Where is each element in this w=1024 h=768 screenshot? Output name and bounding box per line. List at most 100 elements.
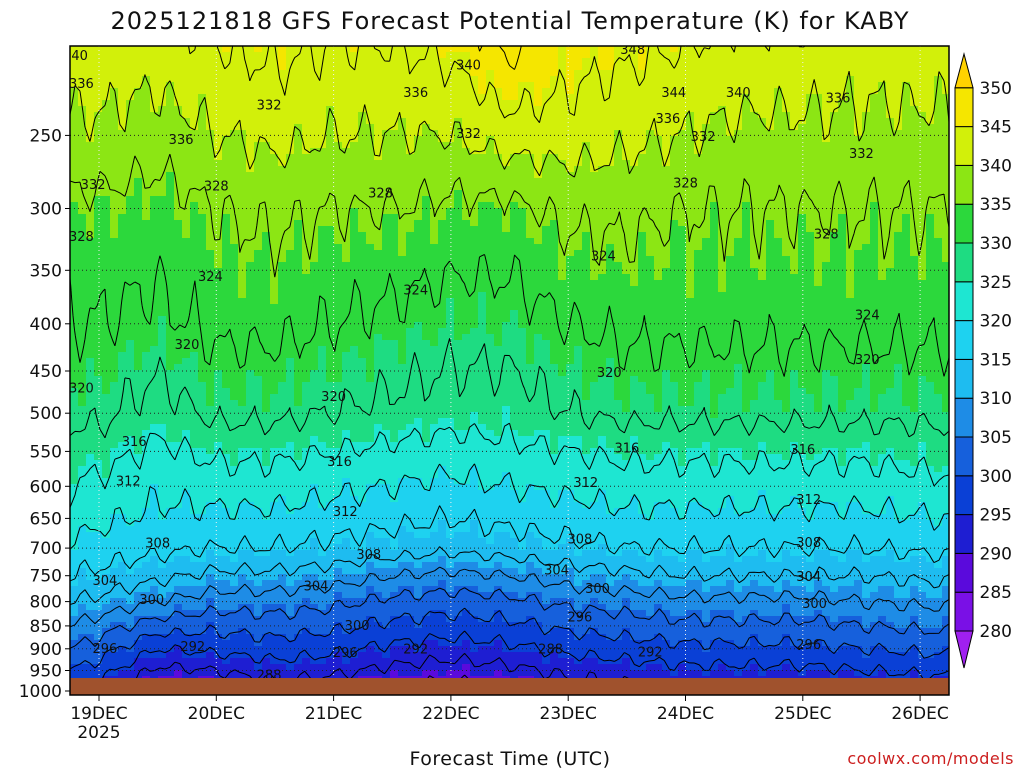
field-cell [166,226,175,233]
field-cell [750,292,759,299]
field-cell [510,226,519,233]
field-cell [814,286,823,293]
field-cell [126,136,135,143]
field-cell [478,124,487,131]
field-cell [166,178,175,185]
field-cell [926,130,935,137]
field-cell [534,202,543,209]
field-cell [422,118,431,125]
field-cell [918,94,927,101]
field-cell [150,244,159,251]
field-cell [678,286,687,293]
field-cell [222,196,231,203]
field-cell [190,148,199,155]
field-cell [942,226,949,233]
field-cell [534,142,543,149]
field-cell [934,130,943,137]
field-cell [430,226,439,233]
field-cell [710,160,719,167]
field-cell [486,232,495,239]
field-cell [798,250,807,257]
field-cell [558,274,567,281]
field-cell [902,88,911,95]
field-cell [590,244,599,251]
field-cell [830,178,839,185]
field-cell [534,100,543,107]
field-cell [382,310,391,317]
field-cell [406,142,415,149]
field-cell [750,178,759,185]
field-cell [886,184,895,191]
field-cell [694,310,703,317]
field-cell [366,130,375,137]
field-cell [462,82,471,89]
field-cell [590,208,599,215]
field-cell [726,88,735,95]
field-cell [254,232,263,239]
field-cell [502,238,511,245]
field-cell [438,82,447,89]
field-cell [566,88,575,95]
field-cell [606,238,615,245]
field-cell [910,244,919,251]
field-cell [774,70,783,77]
field-cell [798,118,807,125]
field-cell [854,298,863,305]
field-cell [366,88,375,95]
field-cell [278,190,287,197]
field-cell [598,190,607,197]
field-cell [934,58,943,65]
field-cell [446,64,455,71]
field-cell [766,70,775,77]
field-cell [710,292,719,299]
field-cell [294,232,303,239]
field-cell [334,64,343,71]
field-cell [902,304,911,311]
field-cell [526,310,535,317]
field-cell [862,52,871,59]
field-cell [150,202,159,209]
field-cell [190,202,199,209]
field-cell [718,190,727,197]
field-cell [574,244,583,251]
field-cell [358,280,367,287]
field-cell [630,190,639,197]
field-cell [742,124,751,131]
field-cell [446,100,455,107]
field-cell [406,178,415,185]
field-cell [430,316,439,323]
field-cell [542,142,551,149]
field-cell [310,316,319,323]
field-cell [742,88,751,95]
field-cell [902,226,911,233]
field-cell [822,190,831,197]
field-cell [918,58,927,65]
field-cell [614,178,623,185]
field-cell [566,94,575,101]
field-cell [214,172,223,179]
field-cell [390,148,399,155]
field-cell [430,238,439,245]
field-cell [342,178,351,185]
field-cell [214,244,223,251]
field-cell [862,274,871,281]
field-cell [142,244,151,251]
field-cell [886,310,895,317]
field-cell [614,46,623,53]
field-cell [350,100,359,107]
field-cell [606,76,615,83]
field-cell [686,64,695,71]
field-cell [646,286,655,293]
field-cell [390,64,399,71]
field-cell [654,310,663,317]
field-cell [246,136,255,143]
field-cell [702,310,711,317]
field-cell [734,232,743,239]
field-cell [734,70,743,77]
field-cell [310,148,319,155]
field-cell [758,292,767,299]
field-cell [638,178,647,185]
field-cell [558,118,567,125]
field-cell [574,172,583,179]
field-cell [102,142,111,149]
